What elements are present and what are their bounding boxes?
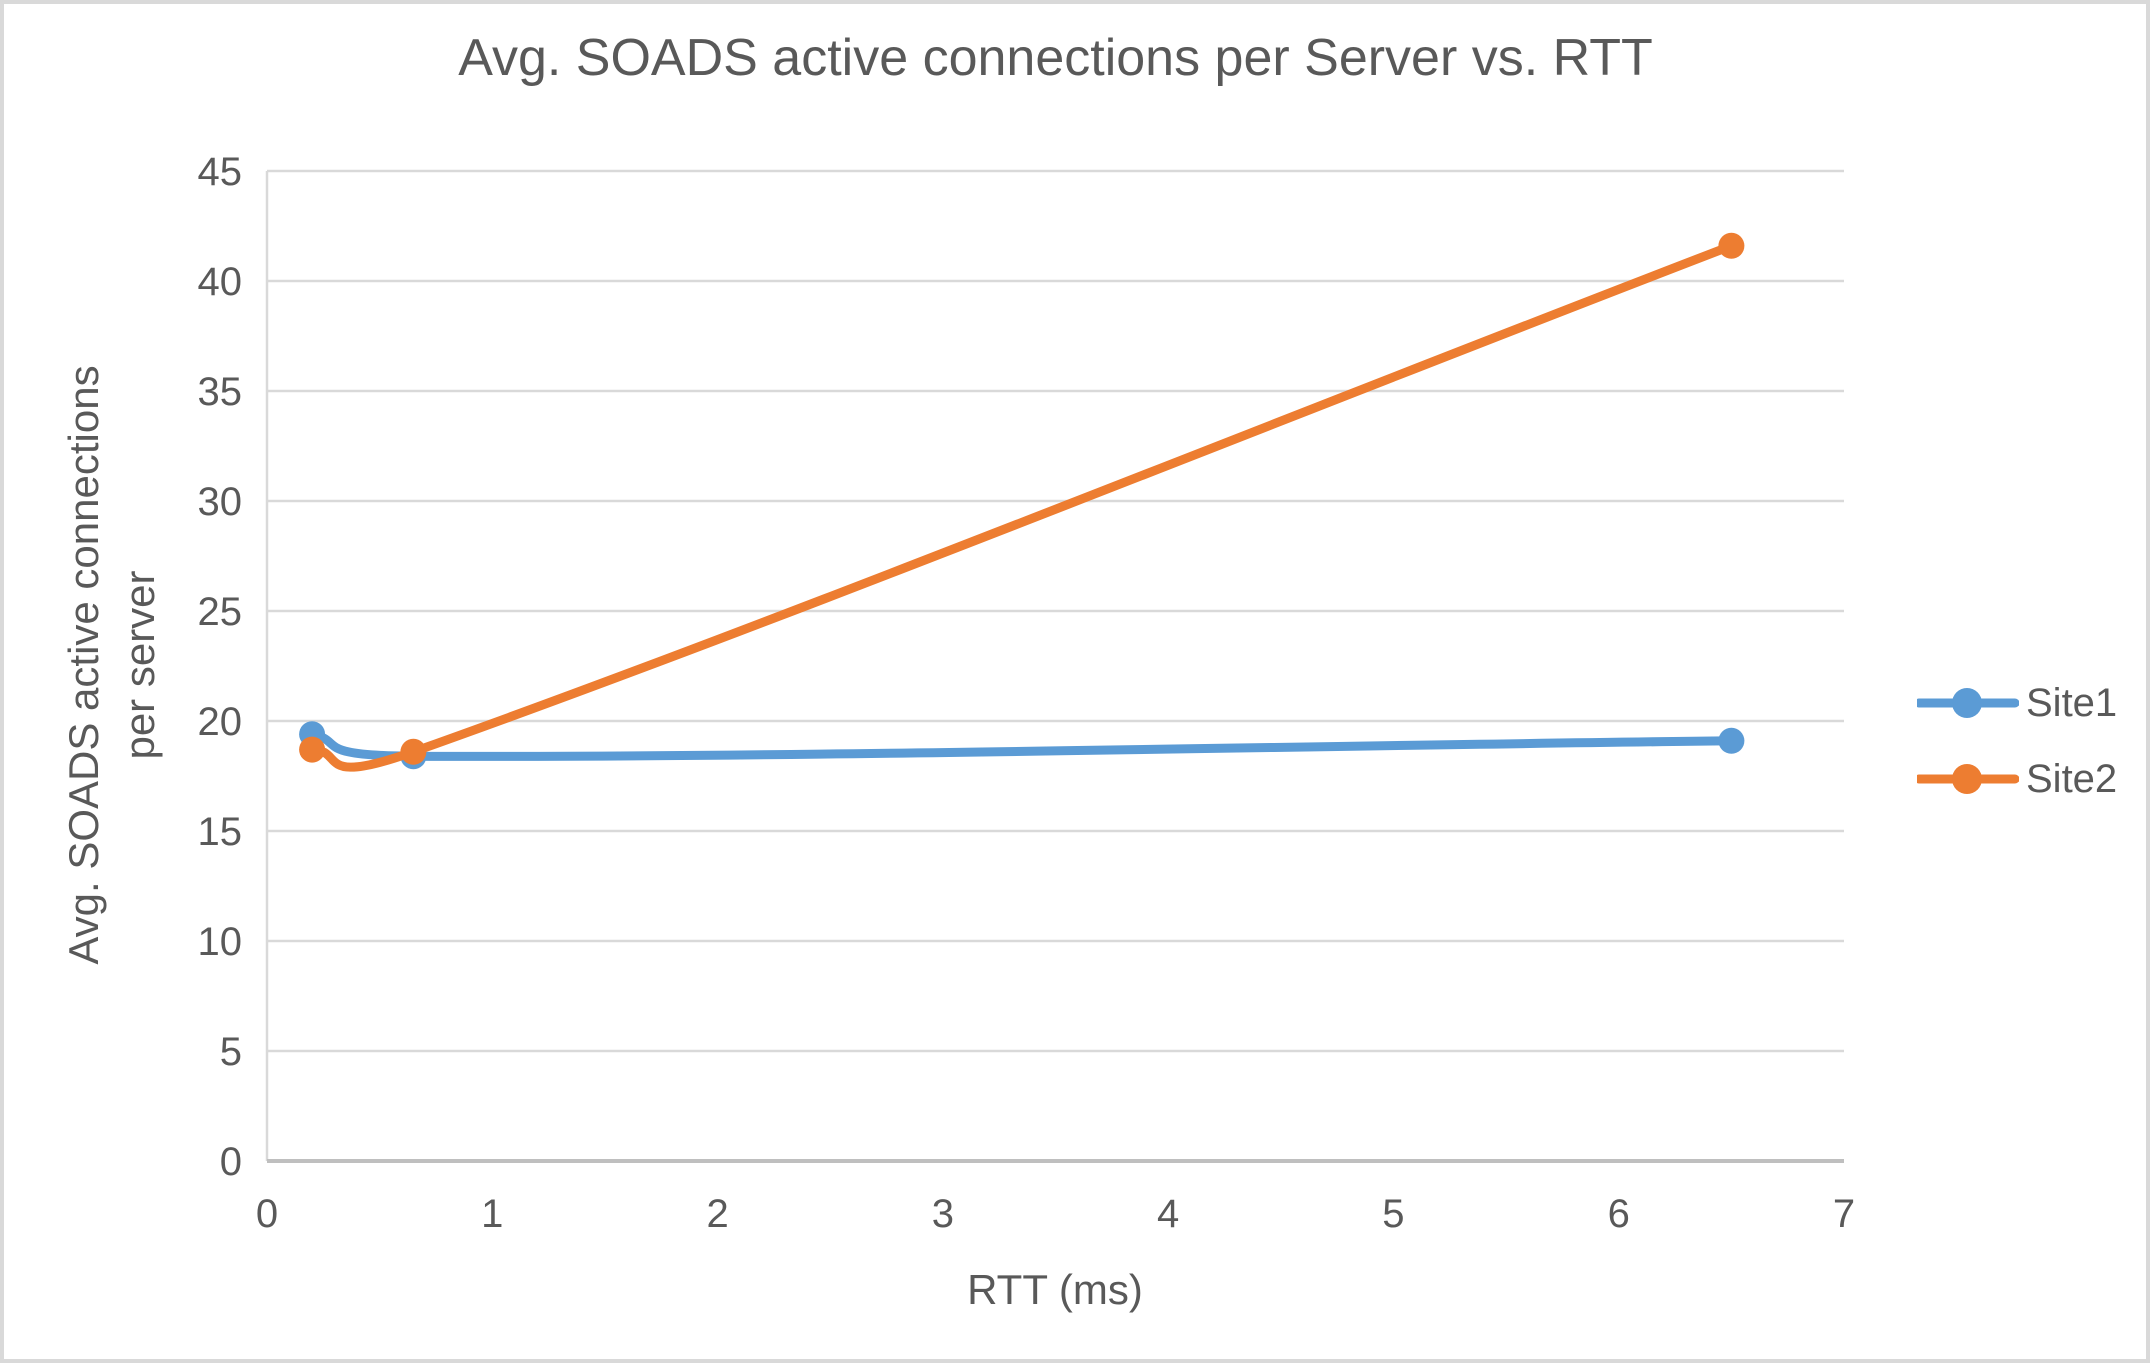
legend-label-site2: Site2 <box>2026 756 2118 801</box>
site2-line <box>307 241 1736 772</box>
y-tick-label: 25 <box>198 590 243 634</box>
y-axis-title-line2: per server <box>116 570 163 760</box>
y-tick-label: 35 <box>198 370 243 414</box>
legend-item-site2: Site2 <box>1917 756 2117 802</box>
legend: Site1 Site2 <box>1917 680 2117 802</box>
site2-data-point-marker <box>1718 232 1745 259</box>
x-tick-label: 7 <box>1833 1192 1855 1236</box>
x-tick-label: 6 <box>1608 1192 1630 1236</box>
site1-line <box>307 729 1736 761</box>
x-tick-label: 2 <box>706 1192 728 1236</box>
y-tick-label: 20 <box>198 700 243 744</box>
x-tick-label: 4 <box>1157 1192 1179 1236</box>
site2-data-point-marker <box>299 736 326 763</box>
site1-line-marker-icon <box>1917 688 2019 718</box>
y-tick-label: 15 <box>198 810 243 854</box>
y-tick-label: 30 <box>198 480 243 524</box>
x-tick-label: 5 <box>1382 1192 1404 1236</box>
y-tick-label: 0 <box>220 1140 242 1184</box>
y-axis-title: Avg. SOADS active connections per server <box>56 170 168 1160</box>
y-tick-label: 40 <box>198 260 243 304</box>
y-tick-label: 10 <box>198 920 243 964</box>
site2-line-marker-icon <box>1917 764 2019 794</box>
x-tick-label: 3 <box>932 1192 954 1236</box>
y-tick-label: 45 <box>198 150 243 194</box>
x-tick-label: 0 <box>256 1192 278 1236</box>
chart-title: Avg. SOADS active connections per Server… <box>458 29 1653 87</box>
x-tick-label: 1 <box>481 1192 503 1236</box>
x-axis-title: RTT (ms) <box>967 1266 1143 1313</box>
site1-data-point-marker <box>1718 727 1745 754</box>
y-tick-label: 5 <box>220 1030 242 1074</box>
site2-data-point-marker <box>400 738 427 765</box>
legend-label-site1: Site1 <box>2026 680 2118 725</box>
legend-item-site1: Site1 <box>1917 680 2117 726</box>
y-axis-title-line1: Avg. SOADS active connections <box>60 365 107 965</box>
